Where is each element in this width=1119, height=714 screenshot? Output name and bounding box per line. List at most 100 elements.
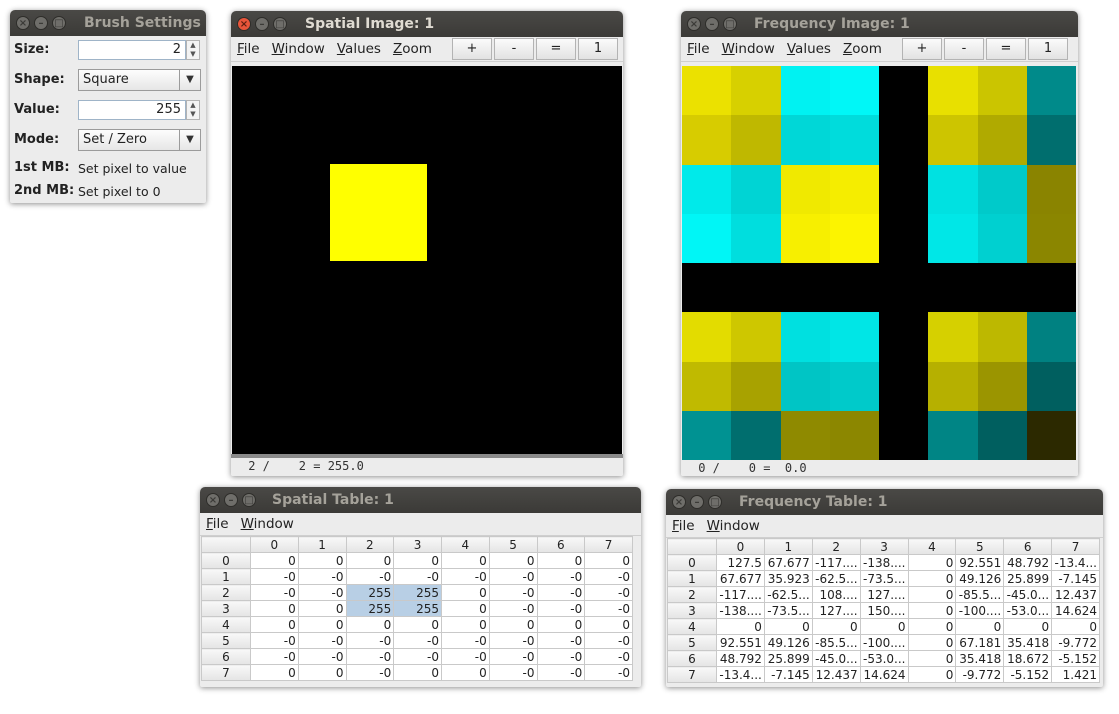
- table-cell[interactable]: 0: [1051, 618, 1100, 635]
- table-cell[interactable]: 67.677: [763, 554, 813, 571]
- table-cell[interactable]: -45.0...: [811, 650, 861, 667]
- frequency-image-titlebar[interactable]: × – □ Frequency Image: 1: [681, 11, 1078, 37]
- table-cell[interactable]: -13.4...: [1051, 554, 1100, 571]
- frequency-pixel[interactable]: [1026, 66, 1076, 116]
- table-cell[interactable]: 255: [345, 600, 395, 617]
- table-cell[interactable]: -0: [584, 632, 633, 649]
- shape-select[interactable]: Square ▼: [78, 69, 201, 91]
- table-cell[interactable]: -138....: [716, 602, 765, 619]
- maximize-icon[interactable]: □: [273, 17, 287, 31]
- table-cell[interactable]: -0: [584, 664, 633, 681]
- menu-window[interactable]: Window: [240, 516, 294, 532]
- frequency-pixel[interactable]: [977, 66, 1027, 116]
- table-cell[interactable]: 0: [297, 616, 347, 633]
- table-cell[interactable]: -13.4...: [716, 666, 765, 683]
- menu-values[interactable]: Values: [786, 41, 831, 57]
- table-cell[interactable]: 255: [345, 584, 395, 601]
- frequency-pixel[interactable]: [829, 115, 879, 165]
- table-cell[interactable]: -0: [536, 584, 586, 601]
- table-cell[interactable]: 0: [907, 650, 957, 667]
- table-cell[interactable]: 0: [297, 600, 347, 617]
- spatial-data-table[interactable]: 0 1 2 3 4 5 6 7 0 0 0 0 0 0 0 0 0 1 -0 -0 -0 -0 -0 -0 -0 -0 2 -0 -0 2…: [201, 536, 633, 681]
- column-header[interactable]: 7: [1051, 538, 1100, 555]
- frequency-pixel[interactable]: [731, 164, 781, 214]
- table-cell[interactable]: -85.5...: [811, 634, 861, 651]
- minimize-icon[interactable]: –: [224, 493, 238, 507]
- table-cell[interactable]: 127....: [859, 586, 909, 603]
- table-cell[interactable]: -0: [345, 632, 395, 649]
- table-cell[interactable]: 0: [250, 552, 299, 569]
- brush-settings-titlebar[interactable]: × – □ Brush Settings: [10, 10, 206, 36]
- column-header[interactable]: 2: [345, 536, 395, 553]
- frequency-pixel[interactable]: [977, 312, 1027, 362]
- frequency-pixel[interactable]: [977, 115, 1027, 165]
- frequency-pixel[interactable]: [780, 263, 830, 313]
- maximize-icon[interactable]: □: [708, 495, 722, 509]
- table-cell[interactable]: -0: [393, 568, 442, 585]
- table-cell[interactable]: -0: [345, 648, 395, 665]
- frequency-pixel[interactable]: [682, 312, 732, 362]
- frequency-pixel[interactable]: [928, 164, 978, 214]
- column-header[interactable]: 3: [393, 536, 442, 553]
- row-header[interactable]: 4: [667, 618, 717, 635]
- frequency-pixel[interactable]: [682, 410, 732, 460]
- frequency-pixel[interactable]: [829, 361, 879, 411]
- row-header[interactable]: 2: [667, 586, 717, 603]
- table-cell[interactable]: -53.0...: [1003, 602, 1053, 619]
- frequency-pixel[interactable]: [829, 410, 879, 460]
- table-cell[interactable]: 0: [297, 664, 347, 681]
- column-header[interactable]: 6: [1003, 538, 1053, 555]
- maximize-icon[interactable]: □: [242, 493, 256, 507]
- frequency-pixel[interactable]: [682, 115, 732, 165]
- table-cell[interactable]: 0: [441, 616, 490, 633]
- frequency-pixel[interactable]: [879, 164, 929, 214]
- table-cell[interactable]: -5.152: [1003, 666, 1053, 683]
- table-cell[interactable]: -0: [441, 568, 490, 585]
- frequency-pixel[interactable]: [731, 361, 781, 411]
- table-cell[interactable]: 0: [584, 552, 633, 569]
- size-spinner[interactable]: ▲ ▼: [186, 40, 200, 60]
- frequency-pixel[interactable]: [780, 164, 830, 214]
- table-cell[interactable]: 108....: [811, 586, 861, 603]
- table-cell[interactable]: 14.624: [859, 666, 909, 683]
- menu-file[interactable]: File: [672, 518, 695, 534]
- table-cell[interactable]: -0: [345, 664, 395, 681]
- table-cell[interactable]: -0: [584, 648, 633, 665]
- spatial-image-titlebar[interactable]: × – □ Spatial Image: 1: [231, 11, 623, 37]
- table-cell[interactable]: 0: [345, 552, 395, 569]
- close-icon[interactable]: ×: [672, 495, 686, 509]
- frequency-pixel[interactable]: [731, 115, 781, 165]
- table-cell[interactable]: 255: [393, 584, 442, 601]
- table-cell[interactable]: 0: [907, 602, 957, 619]
- column-header[interactable]: 4: [441, 536, 490, 553]
- mode-select[interactable]: Set / Zero ▼: [78, 129, 201, 151]
- table-cell[interactable]: 0: [250, 600, 299, 617]
- frequency-pixel[interactable]: [879, 115, 929, 165]
- minimize-icon[interactable]: –: [690, 495, 704, 509]
- table-cell[interactable]: 92.551: [716, 634, 765, 651]
- frequency-pixel[interactable]: [879, 312, 929, 362]
- table-cell[interactable]: 12.437: [811, 666, 861, 683]
- table-cell[interactable]: -7.145: [1051, 570, 1100, 587]
- table-cell[interactable]: -62.5...: [763, 586, 813, 603]
- table-cell[interactable]: 0: [907, 554, 957, 571]
- table-cell[interactable]: -0: [536, 648, 586, 665]
- size-field[interactable]: 2: [78, 40, 186, 60]
- frequency-pixel[interactable]: [731, 263, 781, 313]
- table-cell[interactable]: 0: [1003, 618, 1053, 635]
- table-cell[interactable]: -9.772: [1051, 634, 1100, 651]
- table-cell[interactable]: -0: [297, 584, 347, 601]
- table-cell[interactable]: -7.145: [763, 666, 813, 683]
- column-header[interactable]: 4: [907, 538, 957, 555]
- table-cell[interactable]: 0: [441, 584, 490, 601]
- table-cell[interactable]: -0: [488, 584, 538, 601]
- table-cell[interactable]: -0: [584, 600, 633, 617]
- table-cell[interactable]: 0: [393, 552, 442, 569]
- frequency-pixel[interactable]: [682, 164, 732, 214]
- minimize-icon[interactable]: –: [34, 16, 48, 30]
- table-cell[interactable]: -53.0...: [859, 650, 909, 667]
- close-icon[interactable]: ×: [237, 17, 251, 31]
- table-cell[interactable]: 0: [393, 664, 442, 681]
- table-cell[interactable]: -62.5...: [811, 570, 861, 587]
- table-cell[interactable]: -100....: [859, 634, 909, 651]
